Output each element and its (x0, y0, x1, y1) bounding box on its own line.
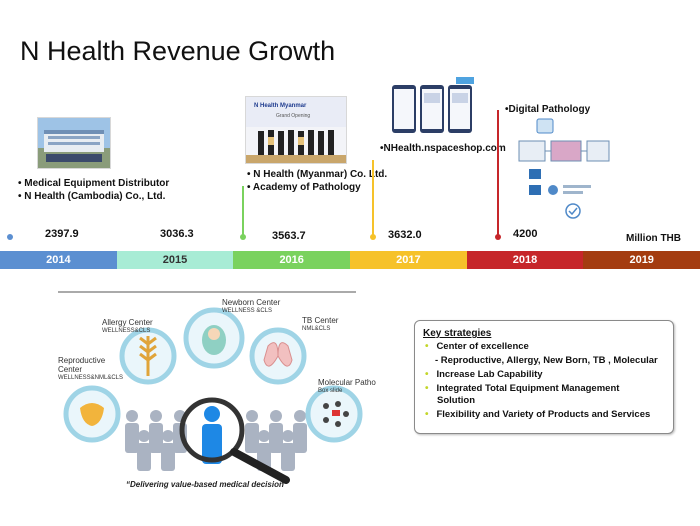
reproductive-center-name: Reproductive Center (58, 356, 106, 374)
marker-2014-dot (7, 234, 13, 240)
year-2015: 2015 (116, 251, 234, 269)
strategy-item-1-text: Center of excellence (436, 341, 529, 352)
event-2016-line1: • N Health (Myanmar) Co. Ltd. (247, 169, 388, 180)
photo-nspaceshop-phones (390, 77, 476, 135)
slide-title: N Health Revenue Growth (20, 36, 336, 66)
newborn-center-sub: WELLNESS &CLS (222, 308, 273, 314)
bullet-icon: • (425, 369, 429, 380)
revenue-2016: 3563.7 (272, 230, 306, 242)
event-2017: •NHealth.nspaceshop.com (380, 142, 506, 155)
strategy-item-3: • Integrated Total Equipment Management (425, 383, 619, 395)
event-2016-line2: • Academy of Pathology (247, 182, 361, 193)
strategy-item-3-text: Integrated Total Equipment Management (436, 383, 620, 394)
year-2014: 2014 (0, 251, 117, 269)
strategy-item-2-text: Increase Lab Capability (436, 369, 543, 380)
tb-center-sub: NML&CLS (302, 326, 331, 332)
event-2014: • Medical Equipment Distributor • N Heal… (18, 177, 169, 203)
revenue-2017: 3632.0 (388, 229, 422, 241)
strategy-item-2: • Increase Lab Capability (425, 369, 543, 381)
tb-center-name: TB Center (302, 316, 339, 325)
center-label-allergy: Allergy Center WELLNESS&CLS (102, 318, 153, 336)
ceremony-image: N Health Myanmar Grand Opening (246, 97, 346, 163)
reproductive-center-sub: WELLNESS&NML&CLS (58, 375, 124, 381)
strategy-subitem-1: - Reproductive, Allergy, New Born, TB , … (435, 355, 658, 367)
key-strategies-box: Key strategies • Center of excellence - … (414, 320, 674, 434)
year-2018: 2018 (466, 251, 584, 269)
strategy-item-3-cont: Solution (437, 395, 475, 407)
strategy-item-4: • Flexibility and Variety of Products an… (425, 409, 650, 421)
myanmar-banner-sub: Grand Opening (276, 113, 310, 119)
strategy-item-1: • Center of excellence (425, 341, 529, 353)
year-2016-label: 2016 (279, 254, 304, 266)
digital-pathology-image (515, 117, 613, 223)
key-strategies-title: Key strategies (423, 328, 492, 339)
bullet-icon: • (425, 383, 429, 394)
centers-illustration (58, 291, 363, 484)
event-2014-line1: • Medical Equipment Distributor (18, 178, 170, 189)
revenue-unit: Million THB (626, 233, 681, 244)
marker-2018-dot (495, 234, 501, 240)
centers-graphic (56, 290, 376, 485)
strategy-subitem-1-text: - Reproductive, Allergy, New Born, TB , … (435, 355, 658, 366)
building-image (38, 118, 110, 168)
year-2018-label: 2018 (512, 254, 538, 266)
event-2018-line1: •Digital Pathology (505, 104, 591, 115)
molecular-center-sub: Box slide (318, 388, 343, 394)
timeline-year-bar: 2014 2015 2016 2017 2018 2019 (0, 251, 700, 269)
marker-2017-dot (370, 234, 376, 240)
marker-2016-dot (240, 234, 246, 240)
strategy-item-4-text: Flexibility and Variety of Products and … (436, 409, 651, 420)
bullet-icon: • (425, 341, 429, 352)
allergy-center-name: Allergy Center (102, 318, 153, 327)
year-2016: 2016 (233, 251, 351, 269)
photo-cambodia-building (37, 117, 111, 169)
revenue-2015: 3036.3 (160, 228, 194, 240)
tagline: “Delivering value-based medical decision… (126, 480, 288, 489)
digital-pathology-diagram (515, 117, 613, 223)
event-2018: •Digital Pathology (505, 103, 590, 116)
year-2014-label: 2014 (46, 254, 71, 266)
year-2019: 2019 (583, 251, 700, 269)
myanmar-banner-text: N Health Myanmar (254, 103, 307, 109)
photo-myanmar-opening: N Health Myanmar Grand Opening (245, 96, 347, 164)
marker-2018-line (497, 110, 499, 236)
marker-2017-line (372, 160, 374, 236)
year-2019-label: 2019 (629, 254, 654, 266)
year-2015-label: 2015 (162, 254, 188, 266)
revenue-2018: 4200 (513, 228, 538, 240)
marker-2016-line (242, 186, 244, 236)
event-2017-line1: •NHealth.nspaceshop.com (380, 143, 506, 154)
allergy-center-sub: WELLNESS&CLS (102, 328, 151, 334)
bullet-icon: • (425, 409, 429, 420)
molecular-center-name: Molecular Patho (318, 378, 376, 387)
year-2017-label: 2017 (396, 254, 421, 266)
strategy-item-3-cont-text: Solution (437, 395, 475, 406)
center-label-molecular: Molecular Patho Box slide (318, 378, 376, 396)
event-2014-line2: • N Health (Cambodia) Co., Ltd. (18, 191, 166, 202)
revenue-2014: 2397.9 (45, 228, 79, 240)
year-2017: 2017 (350, 251, 467, 269)
phone-mockups-image (390, 77, 476, 135)
center-label-tb: TB Center NML&CLS (302, 316, 338, 334)
newborn-center-name: Newborn Center (222, 298, 281, 307)
center-label-newborn: Newborn Center WELLNESS &CLS (222, 298, 280, 316)
event-2016: • N Health (Myanmar) Co. Ltd. • Academy … (247, 168, 387, 194)
center-label-reproductive: Reproductive Center WELLNESS&NML&CLS (58, 356, 123, 383)
